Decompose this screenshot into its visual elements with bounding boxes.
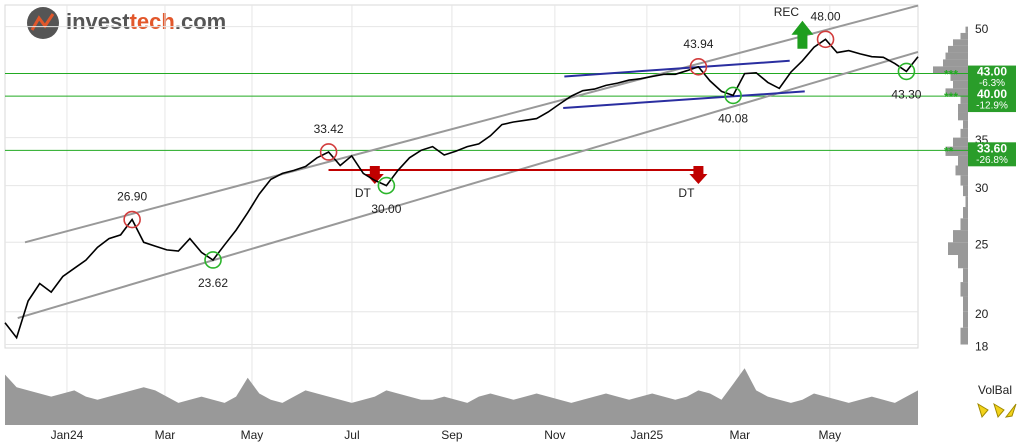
x-tick-label: May <box>241 428 264 442</box>
price-profile-bar <box>950 73 968 81</box>
x-tick-label: Jan25 <box>631 428 664 442</box>
level-box <box>968 88 1016 113</box>
price-profile-bar <box>960 128 968 138</box>
x-tick-label: Nov <box>544 428 565 442</box>
trend-line <box>563 90 805 109</box>
price-profile-bar <box>933 66 968 74</box>
x-tick-label: Sep <box>441 428 463 442</box>
x-tick-label: Mar <box>729 428 750 442</box>
logo: investtech.com <box>27 7 226 39</box>
y-tick-label: 20 <box>975 307 989 321</box>
price-profile-bar <box>958 112 968 121</box>
logo-icon-line <box>30 13 55 31</box>
price-profile-bar <box>948 45 968 53</box>
logo-part: .com <box>175 9 226 34</box>
extreme-marker <box>204 251 222 269</box>
extreme-label: 40.08 <box>718 112 748 126</box>
price-profile-bar <box>945 52 968 60</box>
price-profile-bar <box>963 311 968 328</box>
price-profile-bar <box>948 242 968 256</box>
price-profile-bar <box>955 165 968 176</box>
signal-label: REC <box>774 5 800 19</box>
extreme-label: 30.00 <box>371 202 401 216</box>
price-panel <box>4 4 919 349</box>
price-line <box>4 38 919 340</box>
level-label: 33.60 <box>977 141 1007 155</box>
x-tick-label: Jul <box>344 428 359 442</box>
logo-text: investtech.com <box>66 9 226 34</box>
price-profile-bar <box>953 39 968 46</box>
extreme-label: 26.90 <box>117 190 147 204</box>
level-marker: *** <box>944 68 958 82</box>
price-profile-bar <box>958 103 968 113</box>
price-profile-bar <box>960 96 968 104</box>
logo-part: tech <box>130 9 175 34</box>
price-profile-bar <box>958 255 968 269</box>
extreme-marker <box>377 176 396 195</box>
extreme-marker <box>123 210 141 229</box>
price-profile-bar <box>960 32 968 40</box>
extreme-label: 48.00 <box>811 10 841 24</box>
y-tick-label: 30 <box>975 181 989 195</box>
price-profile-bar <box>960 218 968 231</box>
trend-line <box>24 4 919 244</box>
trend-line <box>564 59 790 78</box>
level-change: -6.3% <box>979 78 1005 89</box>
price-profile-bar <box>960 175 968 186</box>
price-profile-bar <box>943 59 968 67</box>
level-marker: *** <box>944 90 958 104</box>
volbal-label: VolBal <box>978 383 1012 397</box>
level-marker: ** <box>944 144 954 158</box>
x-tick-label: May <box>818 428 841 442</box>
extreme-label: 23.62 <box>198 276 228 290</box>
y-tick-label: 50 <box>975 22 989 36</box>
level-box <box>968 142 1016 167</box>
signal-arrow <box>791 20 814 49</box>
extreme-label: 43.30 <box>891 88 921 102</box>
extreme-marker <box>319 143 338 161</box>
price-profile-bar <box>953 137 968 147</box>
extreme-label: 33.42 <box>314 122 344 136</box>
price-profile-bar <box>963 296 968 312</box>
volbal-icons <box>977 402 1017 419</box>
price-profile-bar <box>965 26 968 33</box>
price-profile-bar <box>963 268 968 283</box>
level-box <box>968 65 1016 90</box>
trend-line <box>17 50 919 319</box>
y-tick-label: 25 <box>975 237 989 251</box>
extreme-marker <box>689 58 708 76</box>
extreme-marker <box>724 86 742 105</box>
extreme-label: 43.94 <box>683 37 713 51</box>
arrow-icon <box>977 402 989 419</box>
price-profile-bar <box>963 120 968 129</box>
arrow-icon <box>1004 403 1017 418</box>
price-profile-bar <box>963 185 968 197</box>
price-profile-bar <box>958 155 968 166</box>
signal-label: DT <box>355 186 372 200</box>
y-tick-label: 18 <box>975 340 989 354</box>
price-profile-bar <box>945 88 968 97</box>
logo-part: invest <box>66 9 130 34</box>
signal-arrow <box>689 165 708 184</box>
price-profile-bar <box>953 80 968 89</box>
price-profile-bar <box>960 327 968 345</box>
level-label: 43.00 <box>977 65 1007 79</box>
extreme-marker <box>897 62 916 81</box>
price-profile-bar <box>963 207 968 219</box>
x-tick-label: Jan24 <box>51 428 84 442</box>
signal-label: DT <box>678 186 695 200</box>
arrow-icon <box>993 402 1005 419</box>
x-tick-label: Mar <box>155 428 176 442</box>
volbal-area <box>5 368 918 425</box>
price-profile-bar <box>960 282 968 297</box>
extreme-marker <box>816 30 835 49</box>
level-change: -26.8% <box>976 155 1008 166</box>
price-profile-bar <box>953 230 968 243</box>
level-change: -12.9% <box>976 101 1008 112</box>
price-profile-bar <box>965 196 968 208</box>
price-profile-bar <box>945 146 968 156</box>
level-label: 40.00 <box>977 87 1007 101</box>
